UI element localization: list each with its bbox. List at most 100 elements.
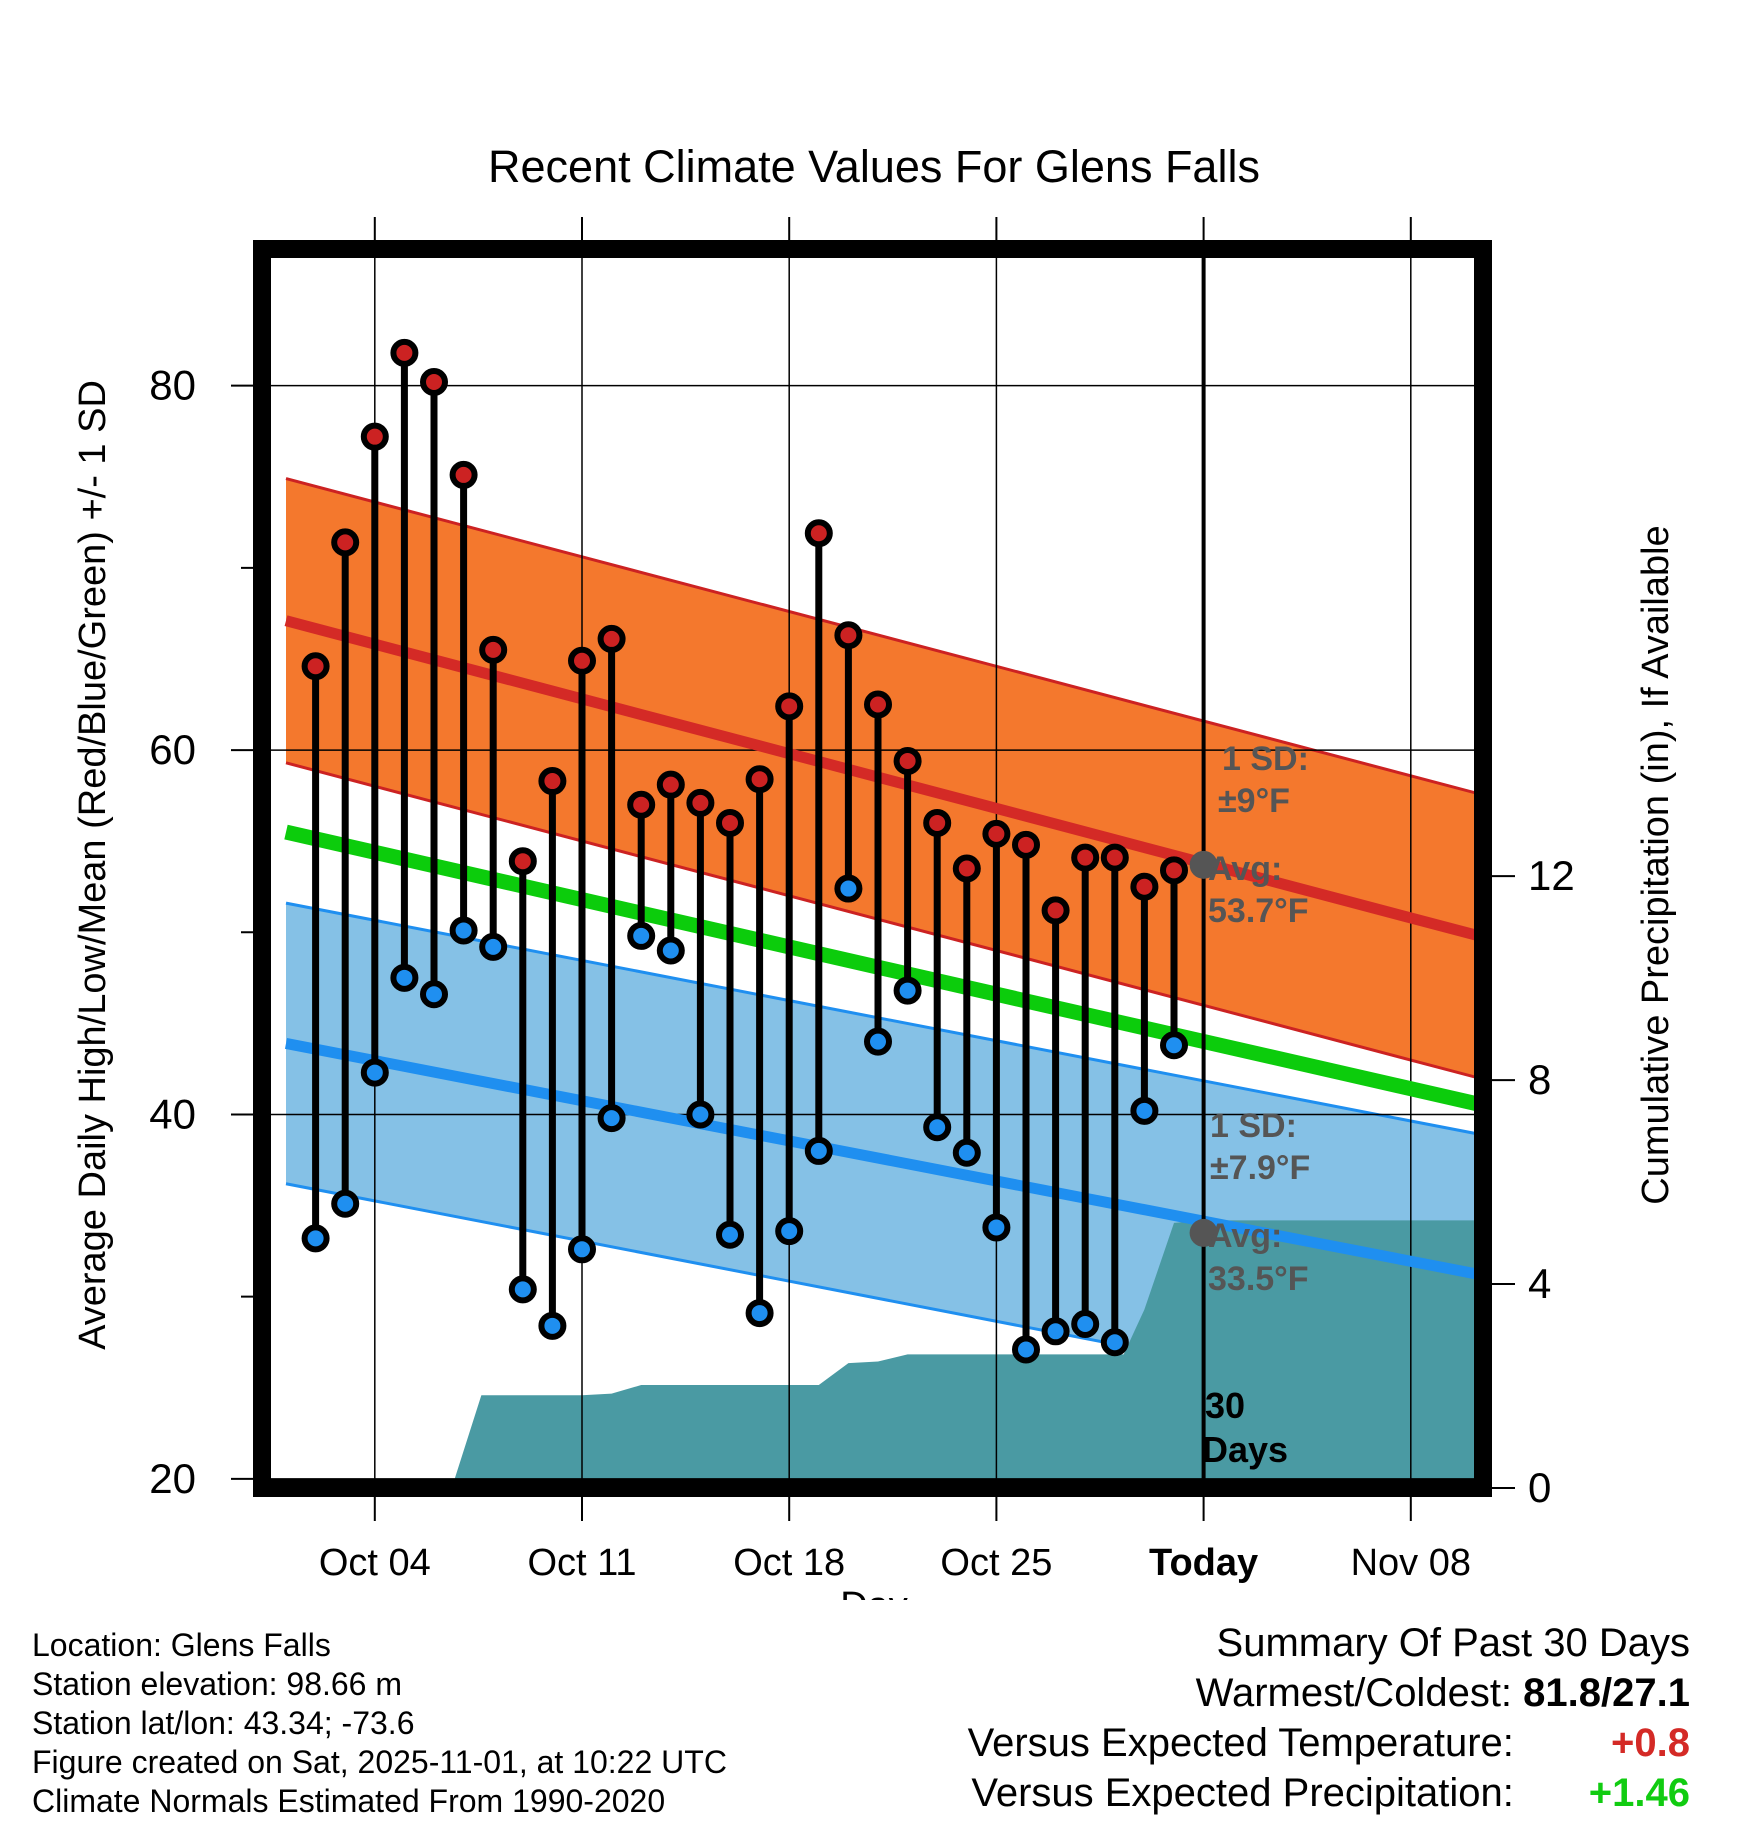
daily-high-point xyxy=(656,770,685,799)
climate-chart: Recent Climate Values For Glens Falls 1 … xyxy=(72,141,1677,1600)
mean-normal-line xyxy=(284,824,1483,1113)
daily-low-point xyxy=(597,1104,626,1133)
period-unit: Days xyxy=(1202,1429,1288,1470)
daily-low-point xyxy=(716,1220,744,1249)
daily-high-point xyxy=(1130,872,1159,901)
y2-tick-label: 0 xyxy=(1528,1464,1551,1511)
created-text: Figure created on Sat, 2025-11-01, at 10… xyxy=(32,1744,727,1780)
daily-low-point xyxy=(982,1213,1011,1242)
temp-row: Versus Expected Temperature: +0.8 xyxy=(968,1718,1690,1768)
low-sd-label: 1 SD: xyxy=(1210,1107,1297,1145)
daily-low-point xyxy=(331,1189,360,1218)
high-avg-label: Avg: xyxy=(1208,850,1282,888)
station-info: Location: Glens Falls Station elevation:… xyxy=(32,1626,727,1821)
daily-low-point xyxy=(775,1217,804,1246)
daily-low-point xyxy=(301,1224,330,1253)
daily-high-point xyxy=(864,690,892,719)
daily-high-point xyxy=(479,635,508,664)
daily-low-point xyxy=(627,921,656,950)
temp-label: Versus Expected Temperature: xyxy=(967,1721,1514,1765)
daily-high-point xyxy=(449,460,478,489)
daily-low-point xyxy=(804,1136,833,1165)
daily-low-point xyxy=(1100,1328,1129,1357)
y2-tick-label: 4 xyxy=(1528,1260,1551,1307)
y2-tick-label: 8 xyxy=(1528,1056,1551,1103)
daily-low-point xyxy=(479,932,508,961)
y2-tick-label: 12 xyxy=(1528,852,1575,899)
plot-area xyxy=(262,249,1483,1488)
x-axis-label: Day xyxy=(840,1585,908,1600)
daily-low-point xyxy=(952,1138,981,1167)
daily-high-point xyxy=(508,847,537,876)
daily-high-point xyxy=(360,422,389,451)
daily-high-point xyxy=(716,808,744,837)
daily-high-point xyxy=(1012,830,1040,859)
daily-low-point xyxy=(656,936,685,965)
x-tick-label: Oct 25 xyxy=(940,1542,1052,1584)
daily-low-point xyxy=(538,1311,567,1340)
daily-high-point xyxy=(420,368,448,397)
high-band-upper-edge xyxy=(285,477,1483,797)
precip-area xyxy=(286,1220,1483,1488)
warm-cold-row: Warmest/Coldest: 81.8/27.1 xyxy=(968,1668,1690,1718)
daily-high-point xyxy=(568,646,596,675)
daily-high-point xyxy=(834,621,863,650)
daily-high-point xyxy=(923,808,952,837)
precip-row: Versus Expected Precipitation: +1.46 xyxy=(968,1768,1690,1818)
warm-cold-value: 81.8/27.1 xyxy=(1523,1671,1690,1715)
daily-high-point xyxy=(1160,856,1188,885)
daily-high-point xyxy=(538,767,567,796)
temp-value: +0.8 xyxy=(1611,1721,1690,1765)
daily-low-point xyxy=(449,916,478,945)
high-avg-value: 53.7°F xyxy=(1208,892,1309,930)
normals-text: Climate Normals Estimated From 1990-2020 xyxy=(32,1783,666,1819)
precip-label: Versus Expected Precipitation: xyxy=(971,1771,1514,1815)
daily-high-point xyxy=(982,819,1011,848)
daily-high-point xyxy=(597,624,626,653)
y-tick-label: 20 xyxy=(149,1455,196,1502)
daily-low-point xyxy=(1041,1317,1070,1346)
daily-high-point xyxy=(390,338,419,367)
low-avg-label: Avg: xyxy=(1208,1217,1282,1255)
daily-high-point xyxy=(745,765,774,794)
daily-low-point xyxy=(1130,1096,1159,1125)
daily-low-point xyxy=(390,963,419,992)
daily-high-point xyxy=(331,528,360,557)
daily-high-point xyxy=(1041,896,1070,925)
daily-high-point xyxy=(1100,843,1129,872)
daily-low-point xyxy=(360,1058,389,1087)
y-tick-label: 60 xyxy=(149,726,196,773)
daily-low-point xyxy=(686,1100,715,1129)
low-sd-value: ±7.9°F xyxy=(1210,1149,1310,1187)
daily-low-point xyxy=(745,1299,774,1328)
elevation-text: Station elevation: 98.66 m xyxy=(32,1666,403,1702)
daily-high-point xyxy=(1071,843,1100,872)
daily-high-point xyxy=(686,788,715,817)
low-avg-value: 33.5°F xyxy=(1208,1260,1309,1298)
daily-high-point xyxy=(627,790,656,819)
high-band-lower-edge xyxy=(285,761,1483,1081)
high-normal-line xyxy=(284,615,1483,943)
y-axis-label: Average Daily High/Low/Mean (Red/Blue/Gr… xyxy=(72,380,114,1350)
daily-high-point xyxy=(775,692,804,721)
x-tick-label: Nov 08 xyxy=(1351,1542,1471,1584)
daily-low-point xyxy=(893,976,922,1005)
daily-low-point xyxy=(834,874,863,903)
y-tick-label: 40 xyxy=(149,1090,196,1137)
location-text: Location: Glens Falls xyxy=(32,1627,331,1663)
plot-frame xyxy=(253,240,1492,1497)
today-low-avg-marker xyxy=(1189,1218,1218,1247)
daily-low-point xyxy=(923,1113,952,1142)
chart-title: Recent Climate Values For Glens Falls xyxy=(488,141,1260,192)
daily-high-point xyxy=(952,854,981,883)
daily-high-point xyxy=(893,746,922,775)
latlon-text: Station lat/lon: 43.34; -73.6 xyxy=(32,1705,415,1741)
daily-low-point xyxy=(420,980,448,1009)
daily-low-point xyxy=(568,1235,596,1264)
summary-panel: Summary Of Past 30 Days Warmest/Coldest:… xyxy=(968,1618,1690,1818)
high-sd-label: 1 SD: xyxy=(1222,740,1309,778)
warm-cold-label: Warmest/Coldest: xyxy=(1195,1671,1513,1715)
x-tick-label: Today xyxy=(1149,1542,1258,1584)
daily-high-point xyxy=(301,652,330,681)
daily-high-point xyxy=(804,519,833,548)
